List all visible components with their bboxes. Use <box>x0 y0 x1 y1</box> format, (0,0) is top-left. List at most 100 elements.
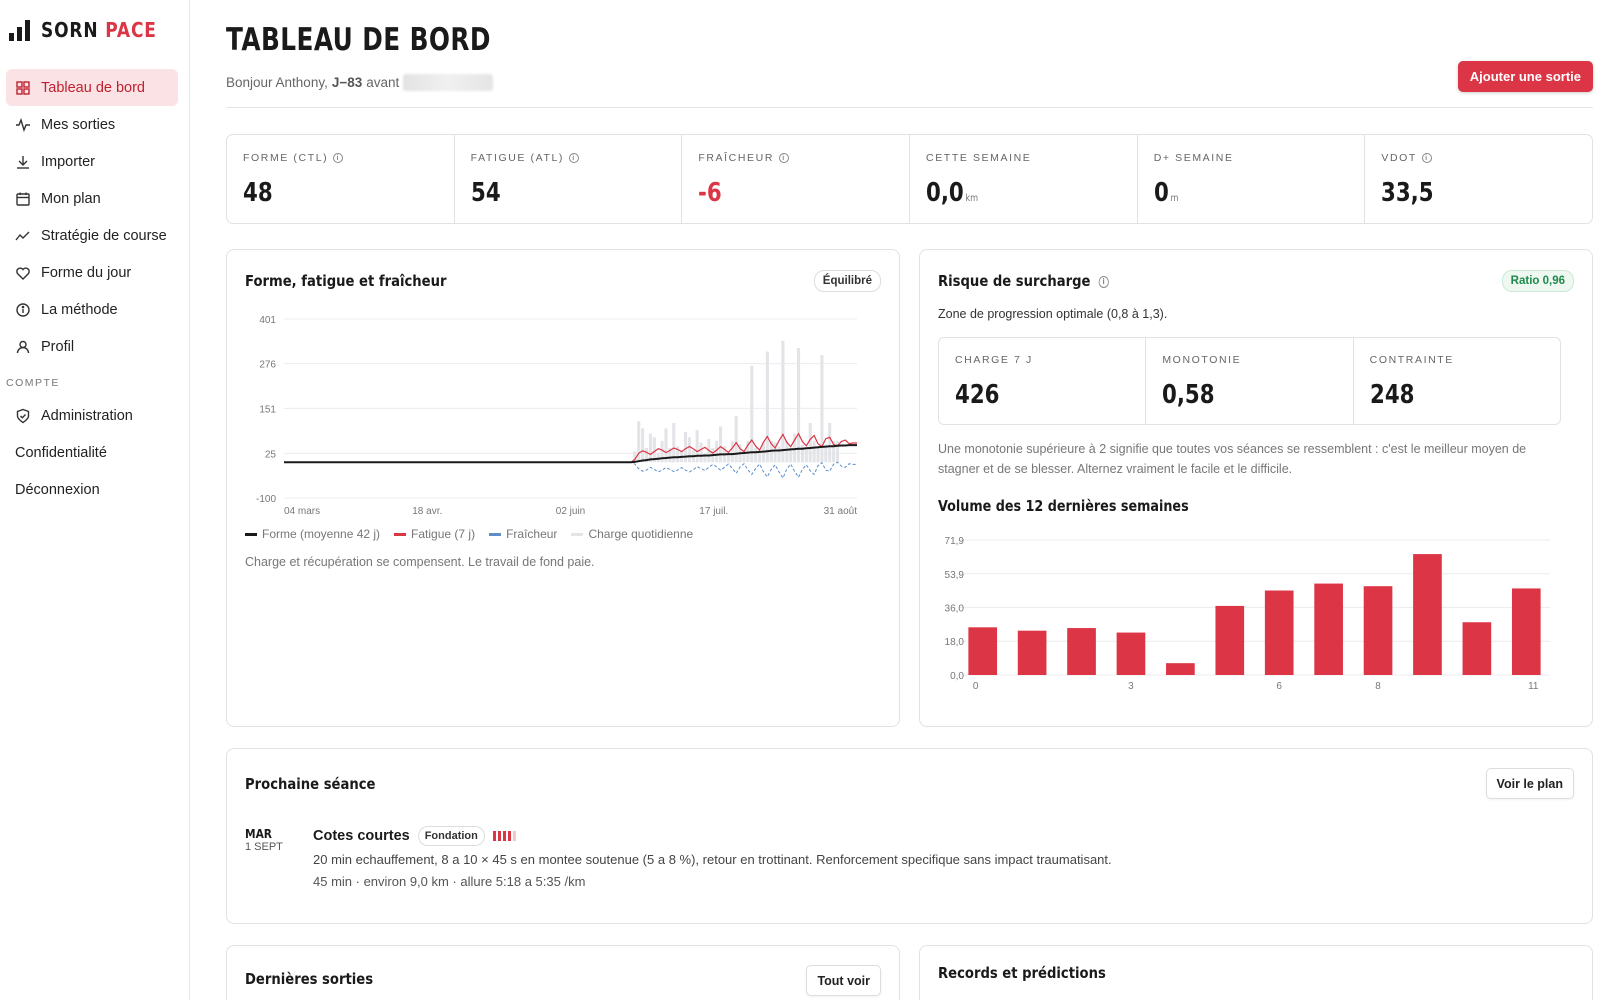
y-tick-label: 36,0 <box>945 603 965 614</box>
charge-bar <box>687 437 691 463</box>
metric-charge-7j: CHARGE 7 J 426 <box>939 338 1147 424</box>
records-card: Records et prédictions <box>919 945 1593 1000</box>
charge-bar <box>800 444 804 463</box>
kpi-label: FATIGUE (ATL) <box>470 152 565 164</box>
info-icon[interactable]: i <box>333 153 344 163</box>
kpi-value: 0,0 <box>926 178 964 208</box>
charge-bar <box>773 442 777 463</box>
chart-note: Charge et récupération se compensent. Le… <box>245 555 595 569</box>
y-tick-label: 25 <box>265 449 277 460</box>
session-date: MAR 1 SEPT <box>245 826 305 853</box>
charge-bar <box>699 442 703 463</box>
sidebar-item-profile[interactable]: Profil <box>6 328 178 365</box>
fraicheur-line <box>284 461 857 480</box>
session-date-text: 1 SEPT <box>245 841 283 853</box>
volume-bar <box>1363 586 1393 675</box>
y-tick-label: 276 <box>259 360 276 371</box>
charge-bar <box>664 428 668 463</box>
overload-risk-card: Risque de surcharge i Ratio 0,96 Zone de… <box>919 249 1593 727</box>
x-tick-label: 02 juin <box>556 506 585 517</box>
charge-bar <box>719 426 723 463</box>
brand-logo[interactable]: SORN PACE <box>9 18 177 42</box>
sidebar-item-import[interactable]: Importer <box>6 143 178 180</box>
sidebar-item-my-runs[interactable]: Mes sorties <box>6 106 178 143</box>
charge-bar <box>730 440 734 463</box>
kpi-value: -6 <box>698 178 723 208</box>
ratio-badge: Ratio 0,96 <box>1501 270 1574 292</box>
sidebar-item-plan[interactable]: Mon plan <box>6 180 178 217</box>
legend-item-forme[interactable]: Forme (moyenne 42 j) <box>245 527 380 541</box>
sidebar-item-label: Stratégie de course <box>41 227 167 244</box>
y-tick-label: -100 <box>256 494 276 505</box>
charge-bar <box>637 421 641 463</box>
charge-bar <box>832 440 836 463</box>
charge-bar <box>683 431 688 463</box>
kpi-freshness: FRAÎCHEUR i -6 <box>682 135 911 223</box>
x-tick-label: 3 <box>1128 681 1134 692</box>
sidebar-item-dashboard[interactable]: Tableau de bord <box>6 69 178 106</box>
trend-icon <box>15 228 31 244</box>
y-tick-label: 18,0 <box>945 637 965 648</box>
volume-bar <box>1215 605 1245 675</box>
volume-bar <box>1017 630 1047 675</box>
info-icon[interactable]: i <box>569 153 580 163</box>
header-divider <box>226 107 1593 108</box>
sidebar: SORN PACE Tableau de bord Mes sorties Im… <box>0 0 190 1000</box>
session-tag: Fondation <box>417 826 485 846</box>
volume-bar <box>1067 628 1096 675</box>
info-icon[interactable]: i <box>1098 275 1109 288</box>
charge-bar <box>758 451 762 463</box>
greeting: Bonjour Anthony, J−83 avant <box>226 74 494 91</box>
main-content: TABLEAU DE BORD Bonjour Anthony, J−83 av… <box>226 0 1593 1000</box>
volume-bar <box>1264 590 1294 675</box>
sidebar-item-label: Administration <box>41 407 133 424</box>
sidebar-item-privacy[interactable]: Confidentialité <box>15 444 107 461</box>
metric-monotony: MONOTONIE 0,58 <box>1146 338 1354 424</box>
sidebar-item-administration[interactable]: Administration <box>6 397 178 434</box>
sidebar-item-method[interactable]: La méthode <box>6 291 178 328</box>
see-all-button[interactable]: Tout voir <box>806 965 881 996</box>
fitness-chart: 401 276 151 25 -100 04 mars 18 avr. 02 juin 17 j… <box>256 315 858 517</box>
kpi-value: 48 <box>243 178 273 208</box>
kpi-unit: km <box>965 193 979 204</box>
metric-label: CHARGE 7 J <box>955 354 1033 366</box>
sidebar-item-logout[interactable]: Déconnexion <box>15 481 100 498</box>
card-title: Forme, fatigue et fraîcheur <box>245 272 447 290</box>
user-icon <box>15 339 31 355</box>
x-tick-label: 31 août <box>824 506 858 517</box>
info-icon[interactable]: i <box>1421 153 1432 163</box>
y-tick-label: 151 <box>259 404 276 415</box>
charge-bar <box>672 422 676 463</box>
charge-bar <box>835 440 840 463</box>
session-meta: 45 min · environ 9,0 km · allure 5:18 a … <box>313 874 586 889</box>
kpi-label: VDOT <box>1381 152 1417 164</box>
add-run-button[interactable]: Ajouter une sortie <box>1457 61 1593 92</box>
sidebar-item-daily-form[interactable]: Forme du jour <box>6 254 178 291</box>
sidebar-item-label: La méthode <box>41 301 118 318</box>
kpi-value: 33,5 <box>1381 178 1434 208</box>
legend-item-fatigue[interactable]: Fatigue (7 j) <box>394 527 475 541</box>
legend-item-fraicheur[interactable]: Fraîcheur <box>489 527 557 541</box>
fitness-chart-card: Forme, fatigue et fraîcheur Équilibré 40… <box>226 249 900 727</box>
info-icon <box>15 302 31 318</box>
x-tick-label: 04 mars <box>284 506 320 517</box>
shield-icon <box>15 408 31 424</box>
sidebar-item-race-strategy[interactable]: Stratégie de course <box>6 217 178 254</box>
view-plan-button[interactable]: Voir le plan <box>1485 768 1574 799</box>
charge-bar <box>820 355 824 463</box>
charge-bar <box>644 447 649 463</box>
legend-item-charge[interactable]: Charge quotidienne <box>571 527 693 541</box>
greeting-suffix: avant <box>366 75 400 90</box>
charge-bar <box>828 422 832 463</box>
kpi-label: D+ SEMAINE <box>1153 152 1234 164</box>
volume-chart-title: Volume des 12 dernières semaines <box>938 497 1189 515</box>
info-icon[interactable]: i <box>779 153 789 163</box>
kpi-week-distance: CETTE SEMAINE 0,0 km <box>910 135 1138 223</box>
heart-icon <box>15 265 31 281</box>
volume-bar <box>1511 588 1541 675</box>
monotony-explanation: Une monotonie supérieure à 2 signifie qu… <box>938 442 1527 476</box>
metric-strain: CONTRAINTE 248 <box>1354 338 1560 424</box>
greeting-prefix: Bonjour Anthony, <box>226 75 328 90</box>
charge-bar <box>746 440 750 463</box>
kpi-value: 54 <box>470 178 501 208</box>
